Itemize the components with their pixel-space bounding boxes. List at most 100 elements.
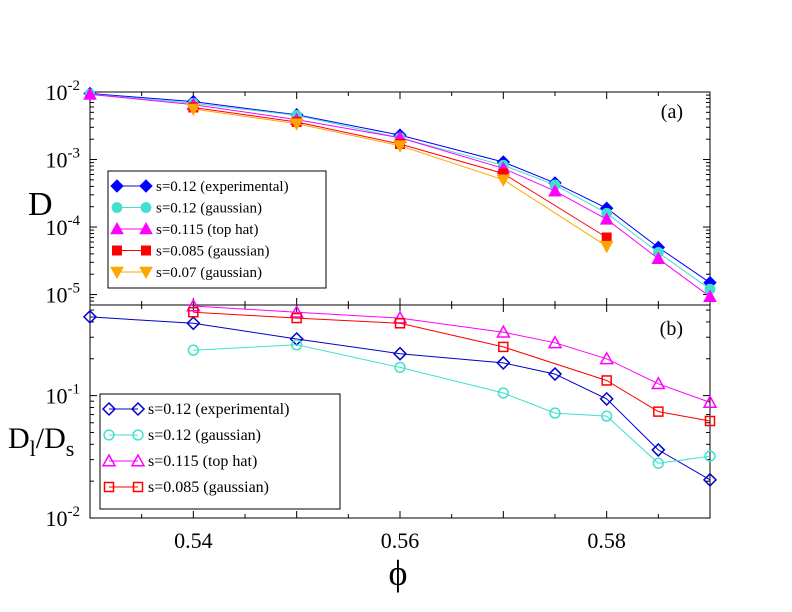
data-point xyxy=(291,312,302,324)
data-point xyxy=(601,375,612,386)
data-point xyxy=(186,298,201,312)
data-point xyxy=(497,387,510,399)
y-tick-exponent: -3 xyxy=(68,146,81,162)
legend-marker xyxy=(132,429,144,441)
data-point xyxy=(496,324,511,338)
x-tick-label: 0.54 xyxy=(174,528,213,553)
panel-a-ylabel: D xyxy=(28,186,53,223)
data-point xyxy=(601,232,612,243)
legend-label: s=0.07 (gaussian) xyxy=(156,265,262,281)
data-point xyxy=(651,442,666,457)
panel-a: 10-210-310-410-5 (a) D s=0.12 (experimen… xyxy=(28,78,717,308)
series-3 xyxy=(188,306,716,427)
y-tick-label: 10-1 xyxy=(46,382,81,409)
series-line xyxy=(193,344,711,464)
legend-marker xyxy=(130,401,146,417)
panel-b-ylabel: Dl/Ds xyxy=(8,422,74,461)
panel-b-label: (b) xyxy=(660,318,683,340)
data-point xyxy=(599,391,614,406)
legend-marker xyxy=(103,429,115,441)
legend-item: s=0.12 (gaussian) xyxy=(103,427,261,444)
x-tick-label: 0.56 xyxy=(381,528,420,553)
x-axis-label: ϕ xyxy=(389,553,408,593)
data-point xyxy=(547,366,563,382)
data-point xyxy=(599,240,614,254)
y-tick-exponent: -2 xyxy=(68,504,81,520)
legend-label: s=0.085 (gaussian) xyxy=(156,244,269,260)
legend-marker xyxy=(103,481,115,493)
data-point xyxy=(186,103,201,117)
legend-marker xyxy=(130,453,146,467)
data-point xyxy=(702,472,718,487)
series-4 xyxy=(186,103,614,254)
legend-item: s=0.085 (gaussian) xyxy=(112,244,269,260)
data-point xyxy=(498,341,509,353)
series-2 xyxy=(186,298,718,408)
y-tick-mantissa: 10 xyxy=(46,384,68,409)
y-tick-mantissa: 10 xyxy=(46,506,68,531)
legend-marker xyxy=(101,401,117,417)
y-tick-exponent: -2 xyxy=(68,78,81,94)
legend-item: s=0.115 (top hat) xyxy=(101,453,257,470)
data-point xyxy=(548,184,562,197)
y-tick-exponent: -1 xyxy=(68,382,81,398)
legend-marker xyxy=(132,481,144,493)
ylabel-main: D xyxy=(8,422,30,455)
y-tick-mantissa: 10 xyxy=(46,215,68,240)
ylabel-sub-l: l xyxy=(30,436,36,461)
data-point xyxy=(599,351,614,365)
data-point xyxy=(702,394,718,408)
legend-marker xyxy=(111,202,123,213)
ylabel-sep: /D xyxy=(36,422,66,455)
series-0 xyxy=(82,309,718,487)
legend-marker xyxy=(139,221,153,235)
data-point xyxy=(652,457,665,469)
data-point xyxy=(83,87,97,100)
x-tick-label: 0.58 xyxy=(587,528,626,553)
y-tick-exponent: -5 xyxy=(68,281,81,297)
panel-a-label: (a) xyxy=(661,101,683,123)
data-point xyxy=(651,376,666,390)
data-point xyxy=(394,361,406,374)
data-point xyxy=(704,450,716,462)
legend-item: s=0.12 (experimental) xyxy=(110,179,289,195)
data-point xyxy=(496,174,511,187)
legend-item: s=0.07 (gaussian) xyxy=(110,265,262,281)
legend-marker xyxy=(141,245,151,256)
data-point xyxy=(653,406,664,417)
y-tick-mantissa: 10 xyxy=(46,283,68,308)
y-tick-exponent: -4 xyxy=(68,213,81,229)
data-point xyxy=(496,355,511,370)
legend-marker xyxy=(110,179,124,193)
legend-item: s=0.115 (top hat) xyxy=(110,221,258,238)
data-point xyxy=(704,415,716,427)
series-line xyxy=(89,316,711,481)
legend-label: s=0.12 (experimental) xyxy=(156,179,289,195)
legend-label: s=0.12 (gaussian) xyxy=(148,427,261,444)
series-line xyxy=(193,305,711,403)
y-tick-label: 10-4 xyxy=(46,213,81,240)
legend-marker xyxy=(112,245,122,256)
legend-label: s=0.115 (top hat) xyxy=(148,453,257,470)
data-point xyxy=(82,309,98,324)
panel-b: 10-110-20.54 0.56 0.58 (b) Dl/Ds ϕ s=0.12 … xyxy=(8,298,718,593)
data-point xyxy=(186,316,201,331)
y-tick-mantissa: 10 xyxy=(46,80,68,105)
data-point xyxy=(393,140,407,153)
data-point xyxy=(549,407,561,419)
data-point xyxy=(289,118,304,131)
data-point xyxy=(187,344,200,356)
data-point xyxy=(392,346,408,361)
series-1 xyxy=(187,339,716,469)
data-point xyxy=(289,304,304,318)
legend-item: s=0.085 (gaussian) xyxy=(103,479,269,496)
legend-item: s=0.12 (gaussian) xyxy=(111,201,262,217)
legend-marker xyxy=(139,179,153,193)
y-tick-label: 10-2 xyxy=(46,504,81,531)
data-point xyxy=(188,306,199,318)
data-point xyxy=(547,335,563,349)
y-tick-label: 10-5 xyxy=(46,281,81,308)
data-point xyxy=(703,289,717,302)
legend-marker xyxy=(139,266,153,280)
